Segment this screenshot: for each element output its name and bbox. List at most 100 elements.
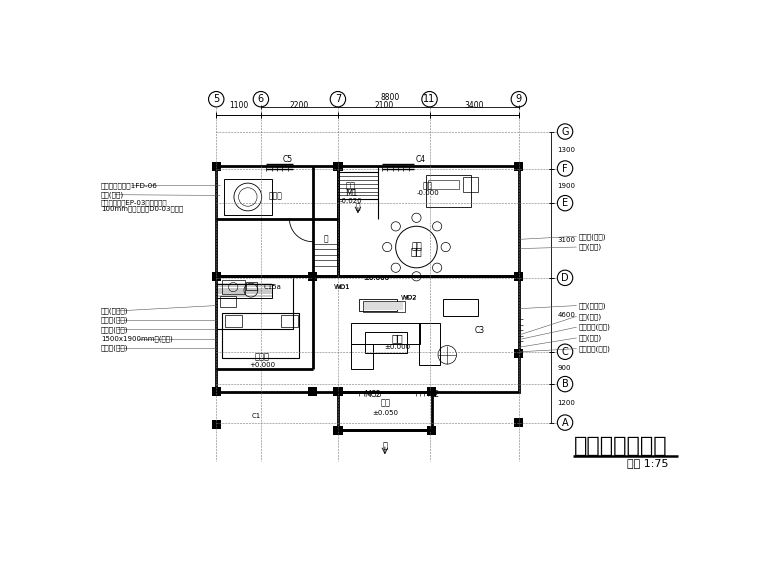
Text: G: G	[562, 127, 568, 137]
Text: 客厅: 客厅	[391, 333, 403, 343]
Text: 3100: 3100	[557, 238, 575, 243]
Text: 5: 5	[213, 94, 220, 104]
Bar	[363, 301, 405, 312]
Bar	[217, 276, 519, 392]
Text: 餐边柜(购买): 餐边柜(购买)	[578, 233, 606, 239]
Bar	[338, 166, 519, 276]
Bar	[245, 282, 257, 290]
Text: 3400: 3400	[464, 101, 484, 110]
Bar	[427, 426, 436, 435]
Text: C1: C1	[252, 413, 261, 420]
Text: E: E	[562, 198, 568, 208]
Text: 老人房: 老人房	[255, 353, 270, 361]
Text: 床头柜(购买): 床头柜(购买)	[101, 317, 128, 324]
Text: MO2: MO2	[402, 295, 416, 300]
Bar	[364, 303, 404, 310]
Text: 阳台: 阳台	[381, 399, 391, 408]
Text: MO1: MO1	[335, 284, 350, 290]
Text: M1: M1	[345, 189, 357, 198]
Text: 餐厅: 餐厅	[410, 247, 423, 256]
Text: 100mm贴光砖详见D0-03大样图: 100mm贴光砖详见D0-03大样图	[101, 205, 183, 212]
Bar	[211, 387, 221, 396]
Text: 衣柜(现场做): 衣柜(现场做)	[101, 308, 128, 314]
Text: 鞋柜(购买): 鞋柜(购买)	[101, 192, 124, 198]
Bar	[515, 161, 524, 171]
Bar	[463, 177, 478, 192]
Text: 9: 9	[516, 94, 522, 104]
Text: A: A	[562, 418, 568, 428]
Text: C5: C5	[283, 155, 293, 164]
Bar	[308, 272, 317, 281]
Text: 餐厅: 餐厅	[411, 243, 422, 251]
Bar	[211, 420, 221, 429]
Text: 1300: 1300	[557, 147, 575, 153]
Bar	[515, 272, 524, 281]
Bar	[351, 323, 420, 344]
Text: +0.000: +0.000	[249, 362, 276, 368]
Bar	[223, 314, 299, 358]
Bar	[225, 315, 242, 327]
Bar	[426, 174, 471, 207]
Text: C2: C2	[429, 390, 439, 400]
Text: -0.020: -0.020	[340, 198, 363, 204]
Text: 比例 1:75: 比例 1:75	[627, 458, 668, 469]
Text: C15a: C15a	[264, 284, 281, 290]
Bar	[217, 276, 293, 329]
Text: B: B	[562, 379, 568, 389]
Text: 一层平面布置图: 一层平面布置图	[574, 435, 667, 455]
Text: D: D	[561, 273, 569, 283]
Bar	[334, 426, 343, 435]
Text: 洗衣房墙身用EP-03防水乳胶涂: 洗衣房墙身用EP-03防水乳胶涂	[101, 199, 167, 206]
Text: 2100: 2100	[374, 101, 394, 110]
Text: 餐桌(购买): 餐桌(购买)	[578, 244, 601, 250]
Text: 1100: 1100	[229, 101, 249, 110]
Bar	[211, 272, 221, 281]
Bar	[428, 180, 459, 189]
Bar	[351, 344, 372, 369]
Text: 8800: 8800	[380, 93, 400, 102]
Text: ±0.000: ±0.000	[384, 344, 410, 350]
Text: 上: 上	[323, 235, 328, 244]
Text: 洗衣房: 洗衣房	[268, 191, 283, 200]
Bar	[359, 299, 397, 311]
Text: 双座沙发(购买): 双座沙发(购买)	[578, 345, 610, 352]
Text: 2200: 2200	[290, 101, 309, 110]
Text: 洗衣柜做法详见1FD-06: 洗衣柜做法详见1FD-06	[101, 182, 157, 189]
Text: C4: C4	[415, 155, 426, 164]
Bar	[217, 284, 272, 298]
Text: 7: 7	[335, 94, 341, 104]
Bar	[211, 161, 221, 171]
Bar	[419, 323, 440, 365]
Text: 茶几(购买): 茶几(购买)	[578, 313, 601, 320]
Text: 厅房: 厅房	[423, 181, 433, 190]
Text: WD2: WD2	[401, 295, 417, 301]
Text: 1500x1900mm床(购买): 1500x1900mm床(购买)	[101, 335, 173, 342]
Bar	[427, 387, 436, 396]
Text: ±0.050: ±0.050	[372, 410, 399, 416]
Text: 组合沙发(购买): 组合沙发(购买)	[578, 324, 610, 331]
Bar	[220, 296, 236, 307]
Bar	[222, 280, 245, 294]
Text: -0.000: -0.000	[416, 190, 439, 196]
Text: MC2: MC2	[364, 390, 381, 400]
Bar	[365, 332, 407, 353]
Bar	[308, 387, 317, 396]
Text: C3: C3	[474, 325, 485, 335]
Text: 下: 下	[382, 441, 388, 450]
Text: ±0.000: ±0.000	[363, 275, 389, 281]
Text: 900: 900	[557, 365, 571, 371]
Text: 4600: 4600	[557, 312, 575, 318]
Text: F: F	[562, 164, 568, 173]
Text: 下: 下	[356, 202, 360, 211]
Text: 1200: 1200	[557, 400, 575, 406]
Bar	[515, 418, 524, 428]
Text: 床头柜(购买): 床头柜(购买)	[101, 345, 128, 351]
Bar	[217, 166, 338, 276]
Text: 贵儿(购买): 贵儿(购买)	[578, 335, 601, 341]
Bar	[224, 178, 271, 215]
Text: 电视柜(购买): 电视柜(购买)	[101, 326, 128, 333]
Text: 壁炉(现场做): 壁炉(现场做)	[578, 302, 606, 309]
Bar	[443, 299, 478, 316]
Bar	[281, 315, 298, 327]
Text: 1900: 1900	[557, 183, 575, 189]
